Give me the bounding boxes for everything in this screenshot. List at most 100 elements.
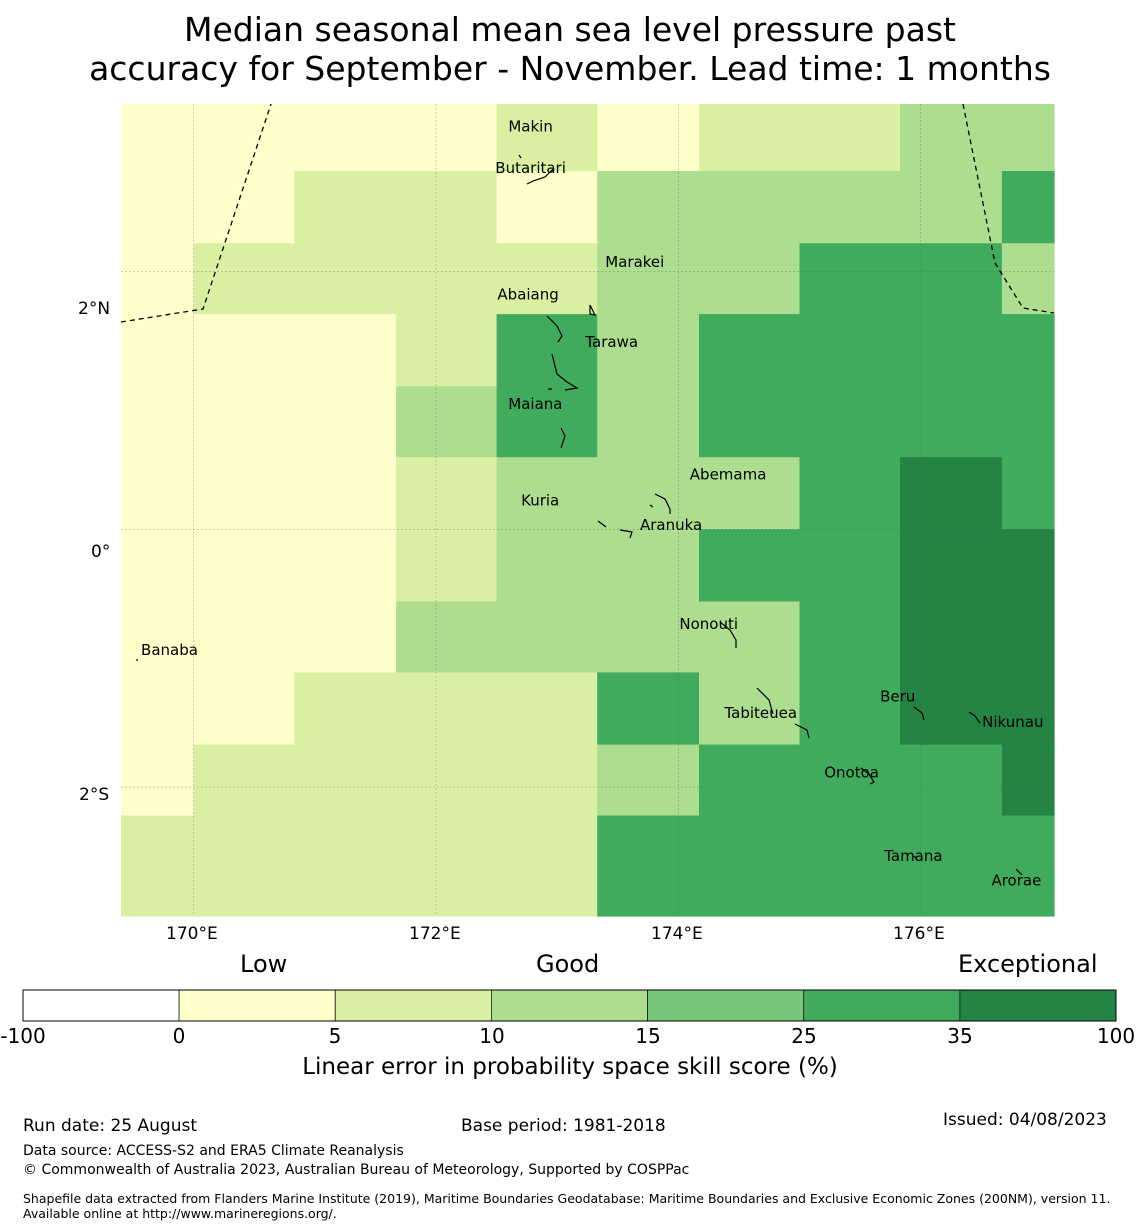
skill-cell [396, 744, 498, 817]
colorbar-frame [22, 989, 1117, 1022]
skill-cell [597, 672, 700, 746]
skill-cell [900, 243, 1003, 315]
place-label-tarawa: Tarawa [584, 333, 638, 351]
skill-cell [699, 171, 801, 244]
y-tick-label-2n: 2°N [78, 299, 111, 319]
skill-cell [294, 529, 397, 603]
skill-cell [799, 171, 901, 244]
skill-cell [597, 171, 700, 244]
skill-cell [121, 601, 195, 673]
skill-cell [193, 171, 295, 244]
skill-cell [396, 243, 498, 315]
skill-cell [396, 601, 498, 673]
skill-cell [396, 104, 498, 172]
place-label-onotoa: Onotoa [824, 763, 879, 781]
skill-cell [121, 672, 195, 746]
skill-cell [121, 529, 195, 603]
skill-cell [699, 672, 801, 746]
island-abemama [649, 493, 671, 514]
skill-cell [121, 171, 195, 244]
skill-cell [496, 601, 598, 673]
place-label-marakei: Marakei [605, 253, 664, 271]
skill-cell [193, 314, 295, 387]
place-label-maiana: Maiana [508, 395, 562, 413]
skill-cell [1001, 672, 1055, 746]
place-label-tabiteuea: Tabiteuea [723, 704, 797, 722]
category-label-exceptional: Exceptional [958, 950, 1098, 978]
skill-cell [900, 815, 1003, 917]
skill-cell [193, 601, 295, 673]
place-label-abemama: Abemama [690, 466, 767, 484]
place-label-makin: Makin [508, 118, 553, 136]
island-tarawa [548, 353, 579, 391]
skill-cell [396, 672, 498, 746]
skill-cell [597, 314, 700, 387]
colorbar-title: Linear error in probability space skill … [302, 1054, 838, 1080]
place-label-abaiang: Abaiang [497, 285, 558, 303]
x-tick-label-172e: 172°E [409, 924, 461, 944]
map-title-line-2: accuracy for September - November. Lead … [89, 49, 1051, 88]
skill-cell [799, 601, 901, 673]
skill-cell [294, 672, 397, 746]
skill-cell [699, 104, 801, 172]
skill-cell [193, 386, 295, 458]
island-onotoa [860, 767, 875, 785]
skill-cell [193, 744, 295, 817]
island-marakei [589, 304, 597, 316]
skill-cell [294, 314, 397, 387]
skill-cell [799, 672, 901, 746]
colorbar-tick-label: 0 [172, 1024, 186, 1048]
colorbar-segment [647, 989, 805, 1022]
skill-cell [699, 744, 801, 817]
island-kuria-aranuka [597, 520, 633, 539]
graticule [121, 104, 1054, 916]
skill-cell [699, 243, 801, 315]
skill-cell [496, 672, 598, 746]
skill-cell [900, 529, 1003, 603]
skill-cell [597, 815, 700, 917]
colorbar-tick-label: 100 [1096, 1024, 1136, 1048]
eez-boundary-west [120, 103, 272, 323]
colorbar-segment [490, 989, 648, 1022]
skill-cell [597, 386, 700, 458]
colorbar-tick-label: 25 [791, 1024, 817, 1048]
place-label-arorae: Arorae [991, 872, 1041, 890]
skill-cell [699, 601, 801, 673]
y-tick-label-2s: 2°S [79, 785, 110, 805]
skill-cell [900, 744, 1003, 817]
issued-date: Issued: 04/08/2023 [943, 1110, 1107, 1130]
y-tick-label-0: 0° [91, 542, 111, 562]
skill-cell [1001, 457, 1055, 530]
skill-cell [799, 744, 901, 817]
skill-cell [193, 243, 295, 315]
skill-cell [699, 314, 801, 387]
skill-cell [597, 744, 700, 817]
island-butaritari [526, 168, 554, 185]
skill-cell [294, 601, 397, 673]
island-makin [518, 154, 522, 159]
skill-cell [1001, 104, 1055, 172]
skill-cell [1001, 243, 1055, 315]
colorbar-segment [178, 989, 336, 1022]
skill-cell [396, 171, 498, 244]
place-labels: Makin Butaritari Marakei Abaiang Tarawa Maian… [141, 118, 1043, 890]
skill-cell [396, 314, 498, 387]
skill-cell [496, 104, 598, 172]
skill-cell [294, 243, 397, 315]
skill-cell [121, 815, 195, 917]
skill-cell [496, 815, 598, 917]
skill-cell [496, 171, 598, 244]
island-tabiteuea [756, 687, 810, 739]
place-label-beru: Beru [880, 687, 915, 705]
skill-cell [900, 386, 1003, 458]
skill-cell [900, 601, 1003, 673]
eez-boundaries [120, 103, 1055, 323]
skill-cell [496, 529, 598, 603]
skill-cell [597, 601, 700, 673]
skill-cell [1001, 529, 1055, 603]
skill-cell [496, 457, 598, 530]
colorbar-segment [334, 989, 492, 1022]
skill-cell [799, 529, 901, 603]
skill-cell [597, 243, 700, 315]
skill-cell [294, 171, 397, 244]
